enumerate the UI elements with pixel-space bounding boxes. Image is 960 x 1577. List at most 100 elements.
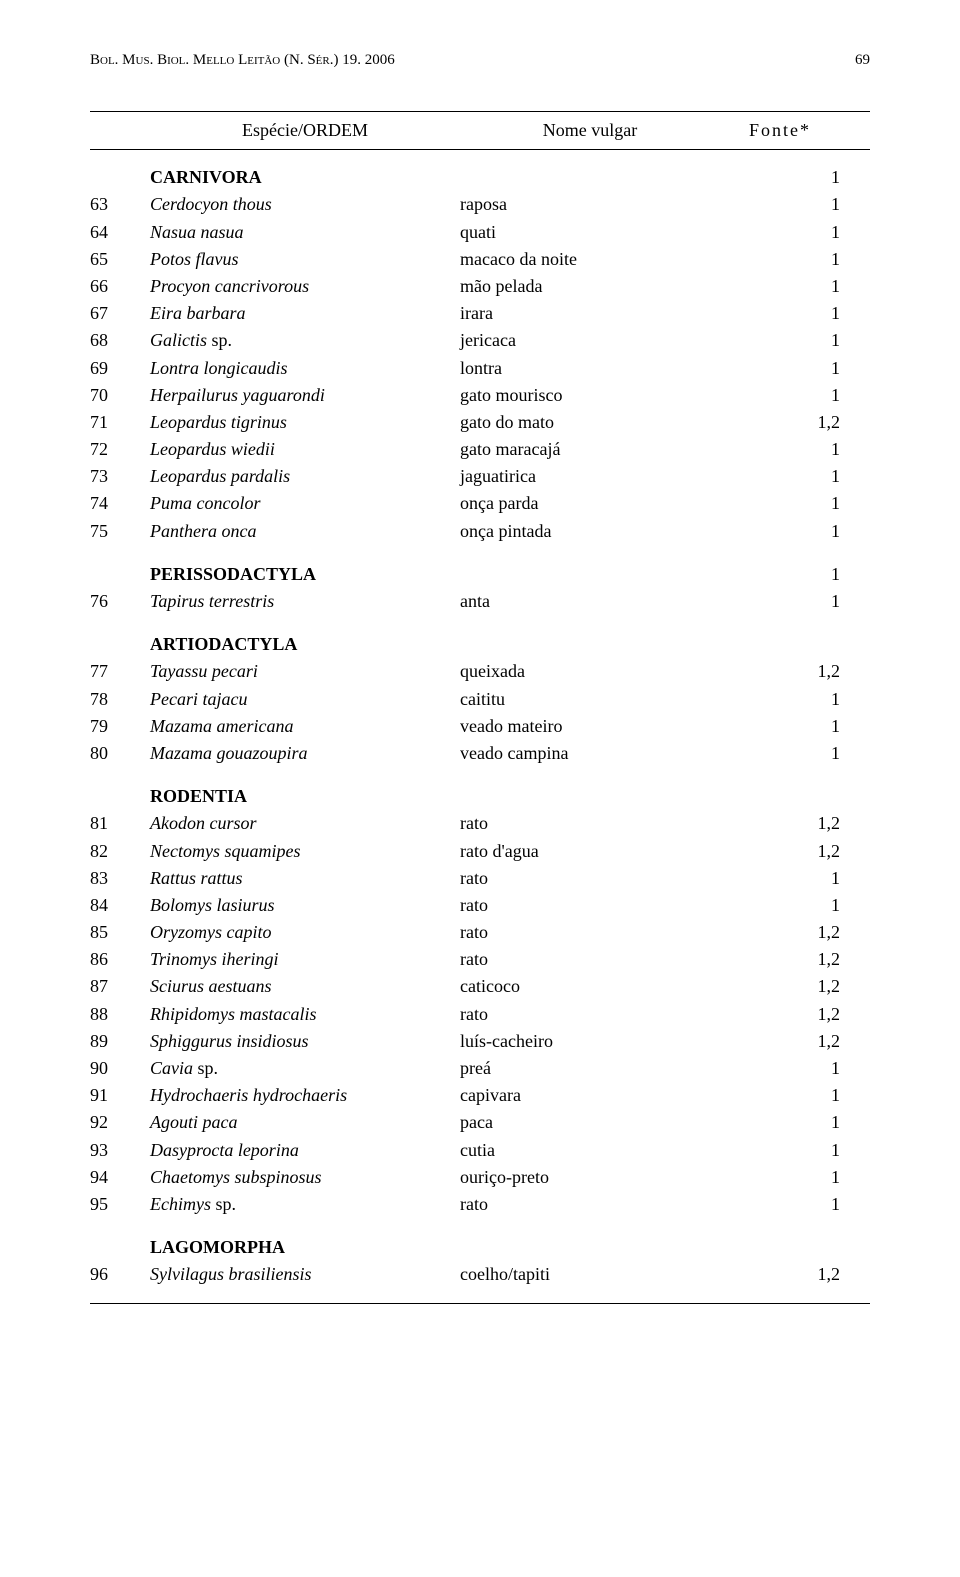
row-number: 70 bbox=[90, 383, 150, 408]
header-blank bbox=[90, 118, 150, 143]
vulgar-name: coelho/tapiti bbox=[460, 1262, 720, 1287]
order-name: CARNIVORA bbox=[150, 165, 460, 190]
row-number: 66 bbox=[90, 274, 150, 299]
species-name: Rattus rattus bbox=[150, 866, 460, 891]
table-row: 93Dasyprocta leporinacutia1 bbox=[90, 1137, 870, 1164]
fonte-value: 1 bbox=[720, 1056, 870, 1081]
vulgar-name: rato bbox=[460, 1002, 720, 1027]
order-name: LAGOMORPHA bbox=[150, 1235, 460, 1260]
row-number: 90 bbox=[90, 1056, 150, 1081]
row-number: 86 bbox=[90, 947, 150, 972]
row-number: 89 bbox=[90, 1029, 150, 1054]
fonte-value: 1,2 bbox=[720, 974, 870, 999]
order-name: PERISSODACTYLA bbox=[150, 562, 460, 587]
species-name: Lontra longicaudis bbox=[150, 356, 460, 381]
table-row: 95Echimys sp.rato1 bbox=[90, 1191, 870, 1218]
row-number: 83 bbox=[90, 866, 150, 891]
vulgar-name: rato bbox=[460, 893, 720, 918]
table-row: 71Leopardus tigrinusgato do mato1,2 bbox=[90, 409, 870, 436]
species-name: Herpailurus yaguarondi bbox=[150, 383, 460, 408]
species-name: Puma concolor bbox=[150, 491, 460, 516]
table-row: 69Lontra longicaudislontra1 bbox=[90, 355, 870, 382]
order-vulgar bbox=[460, 632, 720, 657]
order-name: RODENTIA bbox=[150, 784, 460, 809]
table-row: 88Rhipidomys mastacalisrato1,2 bbox=[90, 1001, 870, 1028]
fonte-value: 1 bbox=[720, 220, 870, 245]
order-num bbox=[90, 1235, 150, 1260]
row-number: 95 bbox=[90, 1192, 150, 1217]
vulgar-name: rato bbox=[460, 947, 720, 972]
table-row: 90Cavia sp.preá1 bbox=[90, 1055, 870, 1082]
vulgar-name: raposa bbox=[460, 192, 720, 217]
species-name: Sciurus aestuans bbox=[150, 974, 460, 999]
row-number: 71 bbox=[90, 410, 150, 435]
row-number: 76 bbox=[90, 589, 150, 614]
vulgar-name: macaco da noite bbox=[460, 247, 720, 272]
fonte-value: 1 bbox=[720, 519, 870, 544]
order-num bbox=[90, 165, 150, 190]
section-gap bbox=[90, 1218, 870, 1234]
table-row: 73Leopardus pardalisjaguatirica1 bbox=[90, 463, 870, 490]
table-row: 87Sciurus aestuanscaticoco1,2 bbox=[90, 973, 870, 1000]
fonte-value: 1 bbox=[720, 1192, 870, 1217]
table-row: 72Leopardus wiediigato maracajá1 bbox=[90, 436, 870, 463]
fonte-value: 1 bbox=[720, 328, 870, 353]
species-name: Bolomys lasiurus bbox=[150, 893, 460, 918]
fonte-value: 1 bbox=[720, 247, 870, 272]
fonte-value: 1,2 bbox=[720, 920, 870, 945]
fonte-value: 1 bbox=[720, 491, 870, 516]
fonte-value: 1,2 bbox=[720, 1002, 870, 1027]
order-row: CARNIVORA1 bbox=[90, 164, 870, 191]
species-name: Sphiggurus insidiosus bbox=[150, 1029, 460, 1054]
fonte-value: 1 bbox=[720, 383, 870, 408]
order-vulgar bbox=[460, 562, 720, 587]
vulgar-name: veado campina bbox=[460, 741, 720, 766]
vulgar-name: rato bbox=[460, 1192, 720, 1217]
vulgar-name: anta bbox=[460, 589, 720, 614]
table-row: 68Galictis sp.jericaca1 bbox=[90, 327, 870, 354]
row-number: 96 bbox=[90, 1262, 150, 1287]
vulgar-name: paca bbox=[460, 1110, 720, 1135]
row-number: 79 bbox=[90, 714, 150, 739]
table-row: 66Procyon cancrivorousmão pelada1 bbox=[90, 273, 870, 300]
table-row: 76Tapirus terrestrisanta1 bbox=[90, 588, 870, 615]
species-name: Leopardus tigrinus bbox=[150, 410, 460, 435]
table-row: 91Hydrochaeris hydrochaeriscapivara1 bbox=[90, 1082, 870, 1109]
fonte-value: 1 bbox=[720, 714, 870, 739]
fonte-value: 1 bbox=[720, 687, 870, 712]
row-number: 82 bbox=[90, 839, 150, 864]
order-vulgar bbox=[460, 1235, 720, 1260]
species-name: Tapirus terrestris bbox=[150, 589, 460, 614]
table-row: 84Bolomys lasiurusrato1 bbox=[90, 892, 870, 919]
table-row: 64Nasua nasuaquati1 bbox=[90, 219, 870, 246]
row-number: 94 bbox=[90, 1165, 150, 1190]
section-gap bbox=[90, 615, 870, 631]
vulgar-name: cutia bbox=[460, 1138, 720, 1163]
row-number: 77 bbox=[90, 659, 150, 684]
header-left: Bol. Mus. Biol. Mello Leitão (N. Sér.) 1… bbox=[90, 50, 395, 71]
order-fonte bbox=[720, 632, 870, 657]
table-row: 77Tayassu pecariqueixada1,2 bbox=[90, 658, 870, 685]
header-fonte: Fonte* bbox=[720, 118, 870, 143]
row-number: 88 bbox=[90, 1002, 150, 1027]
species-name: Oryzomys capito bbox=[150, 920, 460, 945]
vulgar-name: capivara bbox=[460, 1083, 720, 1108]
species-name: Sylvilagus brasiliensis bbox=[150, 1262, 460, 1287]
page-header: Bol. Mus. Biol. Mello Leitão (N. Sér.) 1… bbox=[90, 50, 870, 71]
species-name: Mazama americana bbox=[150, 714, 460, 739]
vulgar-name: caititu bbox=[460, 687, 720, 712]
species-name: Pecari tajacu bbox=[150, 687, 460, 712]
row-number: 63 bbox=[90, 192, 150, 217]
row-number: 73 bbox=[90, 464, 150, 489]
header-species: Espécie/ORDEM bbox=[150, 118, 460, 143]
row-number: 72 bbox=[90, 437, 150, 462]
fonte-value: 1 bbox=[720, 893, 870, 918]
fonte-value: 1 bbox=[720, 464, 870, 489]
table-row: 78Pecari tajacucaititu1 bbox=[90, 686, 870, 713]
table-row: 80Mazama gouazoupiraveado campina1 bbox=[90, 740, 870, 767]
table-row: 82Nectomys squamipesrato d'agua1,2 bbox=[90, 838, 870, 865]
table-row: 94Chaetomys subspinosusouriço-preto1 bbox=[90, 1164, 870, 1191]
species-name: Nasua nasua bbox=[150, 220, 460, 245]
species-name: Eira barbara bbox=[150, 301, 460, 326]
fonte-value: 1 bbox=[720, 274, 870, 299]
